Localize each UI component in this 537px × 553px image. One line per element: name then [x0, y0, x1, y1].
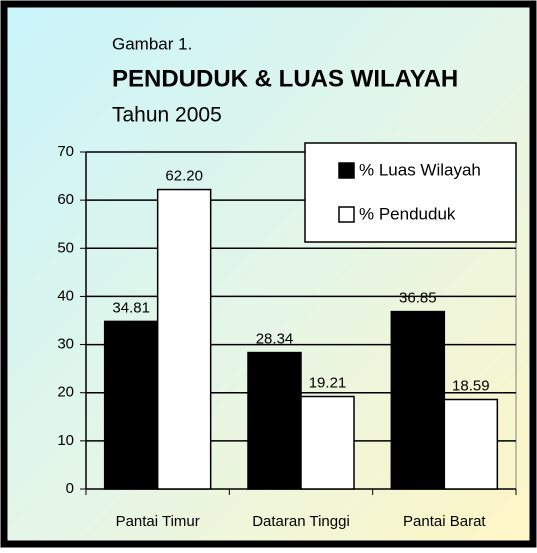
- y-tick-label: 20: [57, 384, 74, 401]
- x-tick-label: Pantai Timur: [116, 513, 200, 530]
- legend-swatch: [338, 162, 355, 179]
- caption: Gambar 1.: [112, 34, 192, 53]
- y-tick-label: 30: [57, 336, 74, 353]
- legend-label: % Luas Wilayah: [359, 160, 481, 179]
- x-tick-label: Dataran Tinggi: [252, 513, 350, 530]
- legend-label: % Penduduk: [359, 204, 456, 223]
- y-tick-label: 10: [57, 432, 74, 449]
- y-tick-label: 70: [57, 143, 74, 160]
- bar: [103, 320, 159, 490]
- bar: [390, 310, 446, 490]
- bar: [247, 351, 302, 490]
- subtitle: Tahun 2005: [112, 104, 222, 127]
- x-tick-label: Pantai Barat: [403, 513, 486, 530]
- bar: [443, 398, 499, 490]
- bar: [156, 188, 212, 490]
- value-label: 62.20: [165, 168, 203, 185]
- legend-box: [304, 142, 517, 243]
- legend-swatch: [338, 206, 355, 223]
- chart-title: PENDUDUK & LUAS WILAYAH: [112, 65, 458, 92]
- y-tick-label: 0: [66, 480, 74, 497]
- y-tick-label: 40: [57, 287, 74, 304]
- value-label: 36.85: [399, 290, 437, 307]
- value-label: 28.34: [256, 331, 294, 348]
- value-label: 19.21: [309, 374, 347, 391]
- value-label: 34.81: [112, 299, 150, 316]
- bar: [300, 395, 355, 490]
- y-tick-label: 50: [57, 239, 74, 256]
- y-tick-label: 60: [57, 191, 74, 208]
- value-label: 18.59: [452, 377, 490, 394]
